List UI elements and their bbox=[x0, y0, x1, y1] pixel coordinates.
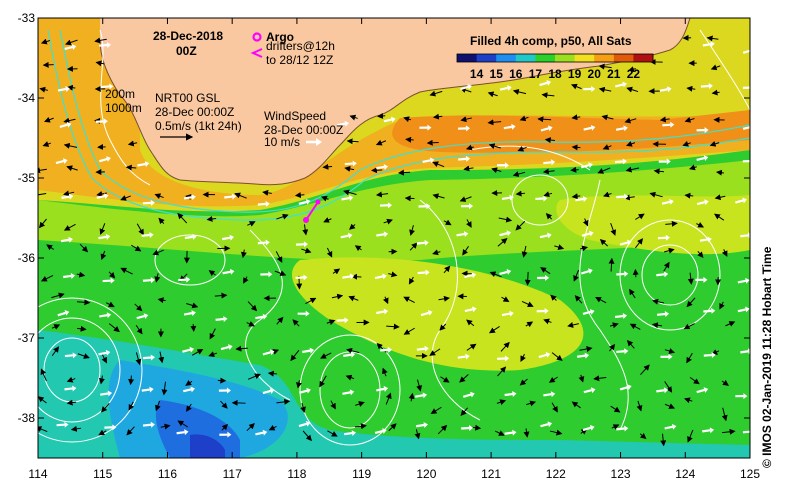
colorbar-tick-label: 19 bbox=[568, 67, 582, 81]
hour-label: 00Z bbox=[176, 44, 197, 58]
colorbar-tick-label: 17 bbox=[529, 67, 543, 81]
colorbar-swatch bbox=[457, 54, 478, 62]
y-tick-label: -37 bbox=[18, 331, 36, 345]
isobath-200m bbox=[59, 29, 750, 213]
y-tick-label: -36 bbox=[18, 251, 36, 265]
colorbar-ticks: 14 15 16 17 18 19 20 21 22 bbox=[470, 67, 640, 81]
x-tick-label: 117 bbox=[223, 467, 242, 481]
colorbar-tick-label: 20 bbox=[588, 67, 602, 81]
colorbar-swatch bbox=[535, 54, 556, 62]
colorbar-tick-label: 18 bbox=[548, 67, 562, 81]
wind-scale-arrow-icon bbox=[306, 138, 322, 146]
current-key-time: 28-Dec 00:00Z bbox=[155, 105, 234, 119]
colorbar bbox=[456, 53, 654, 63]
current-key-scale: 0.5m/s (1kt 24h) bbox=[155, 119, 242, 133]
x-axis: 114 115 116 117 118 119 120 121 122 123 124 125 bbox=[28, 18, 760, 481]
y-tick-label: -34 bbox=[18, 91, 36, 105]
x-tick-label: 118 bbox=[287, 467, 306, 481]
vector-field bbox=[38, 34, 750, 447]
isobath-1000m bbox=[47, 29, 750, 221]
colorbar-tick-label: 16 bbox=[509, 67, 523, 81]
colorbar-swatch bbox=[476, 54, 497, 62]
wind-key-scale: 10 m/s bbox=[264, 135, 300, 149]
x-tick-label: 119 bbox=[352, 467, 371, 481]
isobath-label-1000m: 1000m bbox=[105, 101, 142, 115]
colorbar-frame bbox=[456, 53, 654, 63]
x-tick-label: 115 bbox=[93, 467, 112, 481]
argo-drifter-track bbox=[303, 199, 321, 223]
colorbar-swatch bbox=[633, 54, 654, 62]
x-tick-label: 114 bbox=[28, 467, 47, 481]
colorbar-swatch bbox=[574, 54, 595, 62]
colorbar-swatch bbox=[515, 54, 536, 62]
colorbar-tick-label: 14 bbox=[470, 67, 484, 81]
colorbar-swatch bbox=[496, 54, 517, 62]
current-key-model: NRT00 GSL bbox=[155, 91, 220, 105]
x-tick-label: 122 bbox=[546, 467, 566, 481]
drifters-line2: to 28/12 12Z bbox=[266, 53, 333, 67]
colorbar-swatch bbox=[613, 54, 634, 62]
argo-label: Argo bbox=[266, 30, 294, 44]
wind-key-time: 28-Dec 00:00Z bbox=[264, 123, 343, 137]
colorbar-swatch bbox=[555, 54, 576, 62]
x-tick-label: 121 bbox=[481, 467, 501, 481]
colorbar-tick-label: 22 bbox=[627, 67, 641, 81]
colorbar-tick-label: 15 bbox=[490, 67, 504, 81]
argo-marker-icon bbox=[252, 32, 262, 42]
x-tick-label: 123 bbox=[611, 467, 631, 481]
isobath-label-200m: 200m bbox=[105, 87, 135, 101]
drifters-line1: drifters@12h bbox=[266, 39, 335, 53]
credit-text: © IMOS 02-Jan-2019 11:28 Hobart Time bbox=[760, 246, 774, 468]
drifter-marker-icon bbox=[250, 48, 263, 58]
y-axis: -33 -34 -35 -36 -37 -38 bbox=[18, 11, 750, 425]
plot-frame bbox=[37, 17, 751, 459]
x-tick-label: 120 bbox=[416, 467, 436, 481]
y-tick-label: -33 bbox=[18, 11, 36, 25]
wind-key-title: WindSpeed bbox=[264, 109, 326, 123]
colorbar-swatch bbox=[594, 54, 615, 62]
y-tick-label: -35 bbox=[18, 171, 36, 185]
x-tick-label: 116 bbox=[158, 467, 177, 481]
colorbar-tick-label: 21 bbox=[607, 67, 621, 81]
x-tick-label: 125 bbox=[740, 467, 760, 481]
x-tick-label: 124 bbox=[675, 467, 695, 481]
colorbar-title: Filled 4h comp, p50, All Sats bbox=[470, 34, 632, 48]
date-label: 28-Dec-2018 bbox=[153, 29, 223, 43]
y-tick-label: -38 bbox=[18, 411, 36, 425]
